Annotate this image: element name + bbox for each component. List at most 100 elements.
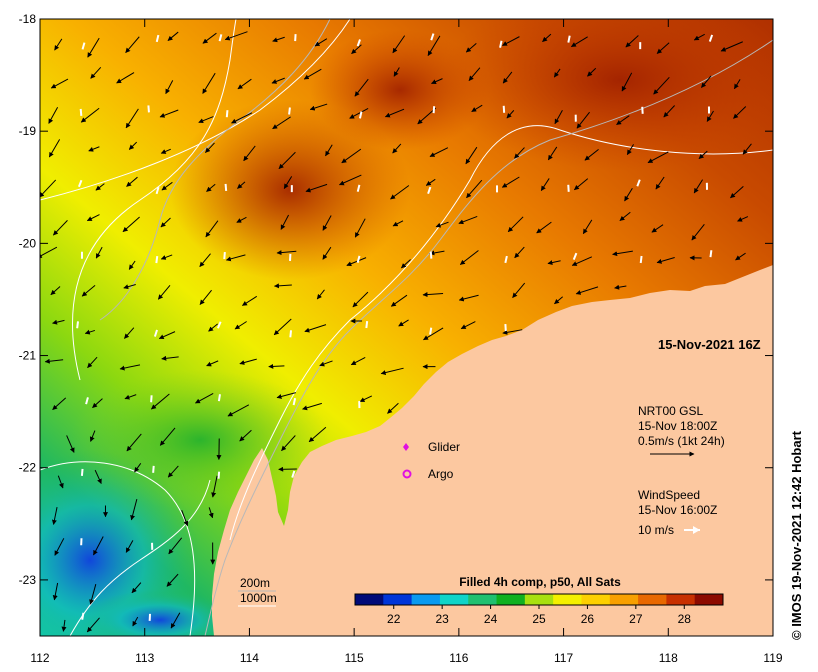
wind-arrow: [217, 471, 221, 479]
wind-arrow: [708, 34, 714, 42]
warm-patch: [170, 100, 410, 280]
current-arrow: [651, 224, 664, 233]
current-arrow: [125, 540, 134, 553]
current-arrow: [319, 360, 333, 367]
current-arrow: [303, 68, 322, 80]
current-arrow: [621, 72, 633, 92]
colorbar-swatch: [383, 594, 413, 605]
argo-label: Argo: [428, 467, 454, 481]
current-arrow: [54, 538, 65, 556]
colorbar-swatch: [666, 594, 696, 605]
wind-arrow: [153, 329, 158, 337]
current-arrow: [468, 67, 481, 81]
current-arrow: [276, 250, 297, 256]
current-arrow: [737, 216, 749, 222]
current-arrow: [429, 147, 449, 157]
current-arrow: [730, 186, 744, 199]
current-arrow: [167, 31, 179, 41]
wind-time: 15-Nov 16:00Z: [638, 503, 717, 517]
current-arrow: [199, 253, 211, 268]
current-arrow: [626, 144, 634, 156]
wind-arrow: [356, 255, 361, 263]
current-arrow: [161, 355, 179, 361]
current-arrow: [273, 283, 292, 289]
current-arrow: [89, 430, 96, 442]
wind-arrow: [356, 184, 361, 192]
current-arrow: [501, 176, 520, 188]
current-arrow: [206, 360, 219, 367]
current-arrow: [619, 211, 631, 221]
current-arrow: [167, 465, 179, 478]
current-arrow: [128, 141, 138, 150]
current-arrow: [130, 499, 138, 521]
current-arrow: [570, 36, 588, 48]
current-arrow: [206, 183, 216, 192]
current-arrow: [733, 106, 747, 119]
current-arrow: [57, 475, 64, 489]
current-arrow: [691, 223, 705, 241]
colorbar-tick-label: 24: [484, 612, 498, 626]
current-arrow: [170, 612, 181, 629]
current-arrow: [165, 80, 174, 95]
current-arrow: [507, 216, 524, 233]
current-arrow: [151, 393, 170, 410]
current-arrow: [158, 331, 176, 340]
current-arrow: [309, 103, 328, 111]
current-arrow: [272, 116, 291, 130]
current-arrow: [742, 143, 752, 155]
wind-arrow: [432, 106, 436, 114]
current-arrow: [195, 393, 214, 404]
current-arrow: [322, 246, 332, 260]
current-arrow: [354, 218, 366, 238]
current-arrow: [471, 104, 483, 113]
current-arrow: [205, 220, 219, 238]
current-arrow: [236, 216, 247, 223]
y-tick-label: -21: [19, 349, 37, 363]
current-arrow: [94, 469, 102, 485]
current-arrow: [401, 259, 411, 269]
current-arrow: [380, 367, 404, 375]
current-arrow: [205, 142, 215, 153]
current-arrow: [576, 111, 590, 129]
current-arrow: [582, 219, 593, 235]
current-arrow: [431, 78, 443, 84]
warm-patch: [440, 19, 773, 170]
current-arrow: [308, 426, 327, 443]
current-arrow: [87, 37, 100, 58]
current-arrow: [44, 358, 64, 364]
current-arrow: [547, 260, 561, 265]
current-arrow: [316, 289, 325, 300]
wind-arrow: [150, 395, 153, 403]
current-arrow: [271, 77, 285, 84]
plot-frame: [39, 18, 774, 637]
current-arrow: [459, 250, 479, 265]
current-arrow: [384, 108, 405, 118]
current-arrow: [280, 214, 290, 230]
current-arrow: [427, 35, 441, 56]
wind-arrow: [225, 110, 229, 118]
current-arrow: [50, 286, 61, 296]
current-arrow: [350, 356, 366, 366]
colorbar-swatch: [468, 594, 498, 605]
current-arrow: [417, 107, 437, 125]
current-arrow: [616, 115, 630, 126]
x-axis: 112 113 114 115 116 117 118 119: [30, 19, 783, 665]
wind-arrow: [155, 186, 160, 195]
current-arrow: [425, 178, 436, 186]
current-arrow: [125, 36, 140, 54]
y-tick-label: -19: [19, 124, 37, 138]
current-arrow: [656, 42, 670, 54]
current-arrow: [514, 147, 525, 159]
current-arrow: [304, 324, 327, 333]
current-arrow: [305, 183, 328, 193]
wind-arrow: [218, 34, 223, 42]
current-arrow: [166, 573, 179, 587]
cool-patch: [40, 450, 200, 636]
current-arrow: [95, 183, 105, 191]
warm-patch: [310, 30, 490, 150]
current-arrow: [93, 536, 104, 556]
wind-arrow: [81, 612, 85, 620]
colorbar-tick-label: 26: [581, 612, 595, 626]
current-arrow: [199, 289, 212, 305]
current-arrow: [584, 149, 599, 161]
